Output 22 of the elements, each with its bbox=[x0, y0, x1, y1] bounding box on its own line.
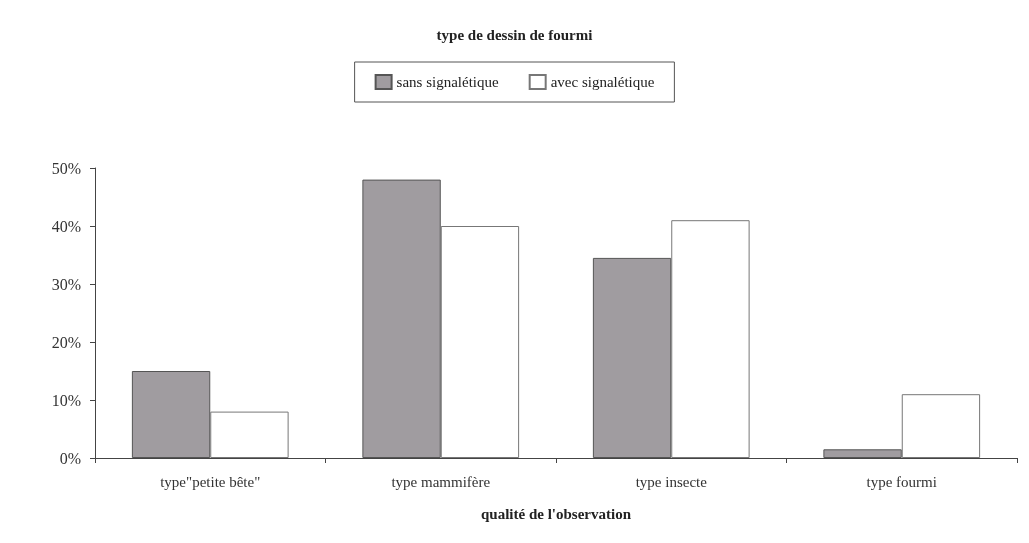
y-tick-label: 50% bbox=[51, 159, 81, 177]
legend-title: type de dessin de fourmi bbox=[436, 26, 593, 43]
bar bbox=[823, 449, 902, 458]
y-tick-label: 20% bbox=[51, 333, 81, 351]
x-tick-label: type"petite bête" bbox=[160, 473, 261, 490]
x-tick-label: type mammifère bbox=[391, 473, 491, 490]
legend-label: sans signalétique bbox=[396, 74, 500, 90]
x-tick-label: type fourmi bbox=[866, 473, 937, 490]
legend-label: avec signalétique bbox=[550, 74, 655, 90]
x-tick-label: type insecte bbox=[635, 473, 708, 490]
x-axis-title: qualité de l'observation bbox=[480, 505, 632, 522]
bar bbox=[592, 257, 672, 458]
y-tick-label: 0% bbox=[59, 449, 81, 467]
y-tick-label: 30% bbox=[51, 275, 81, 293]
bar bbox=[901, 394, 981, 458]
bar bbox=[440, 226, 520, 458]
bar bbox=[671, 220, 750, 458]
y-tick-label: 40% bbox=[51, 217, 81, 235]
bar bbox=[362, 179, 441, 458]
y-tick-label: 10% bbox=[51, 391, 81, 409]
bar bbox=[210, 411, 289, 458]
bar bbox=[131, 371, 211, 458]
